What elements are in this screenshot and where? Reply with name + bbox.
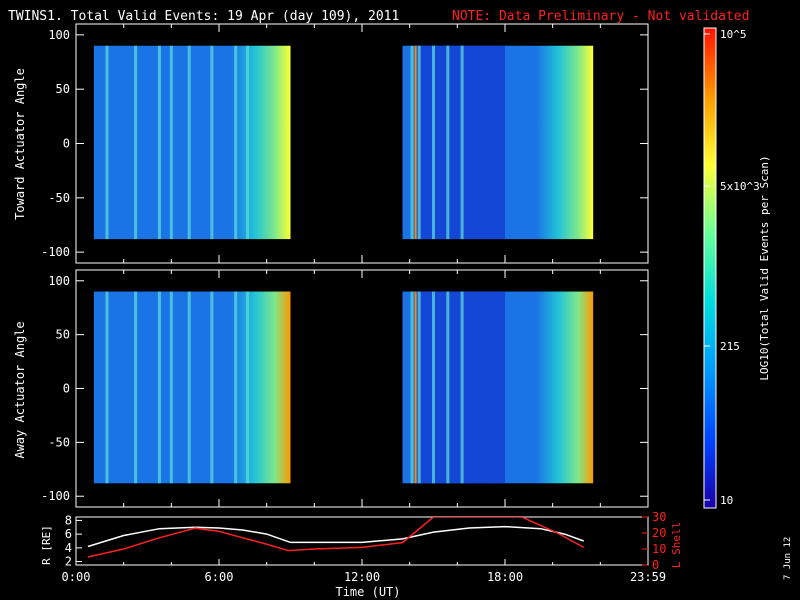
y2-tick-label: 20 [652, 526, 666, 540]
heatmap-streak [210, 291, 214, 484]
y-tick-label: 0 [63, 137, 70, 151]
colorbar-gradient [703, 27, 717, 509]
x-axis-label: Time (UT) [335, 585, 400, 599]
heatmap-streak [446, 45, 450, 240]
x-tick-label: 12:00 [344, 570, 380, 584]
y2-tick-label: 10 [652, 542, 666, 556]
figure-title: TWINS1. Total Valid Events: 19 Apr (day … [8, 9, 399, 24]
heatmap-streak [432, 45, 435, 240]
x-tick-label: 18:00 [487, 570, 523, 584]
colorbar: 10^5 5x10^3 215 10 [703, 27, 760, 509]
x-tick-label: 0:00 [62, 570, 91, 584]
panel-frame [75, 516, 649, 566]
y-tick-label: -50 [48, 191, 70, 205]
colorbar-tick-label: 5x10^3 [720, 180, 760, 193]
away-ylabel: Away Actuator Angle [13, 321, 27, 458]
heatmap-streak [446, 291, 450, 484]
heatmap-streak [410, 45, 414, 240]
heatmap-dark-region [414, 45, 505, 240]
y-tick-label: 100 [48, 28, 70, 42]
heatmap-streak [210, 45, 214, 240]
y-tick-label: 50 [56, 82, 70, 96]
heatmap-streak [410, 291, 414, 484]
heatmap-streak [246, 291, 250, 484]
heatmap-streak [246, 45, 250, 240]
validation-note: NOTE: Data Preliminary - Not validated [452, 9, 749, 24]
y-tick-label: -100 [41, 489, 70, 503]
heatmap-streak [105, 291, 109, 484]
y-tick-label: 0 [63, 382, 70, 396]
x-tick-label: 23:59 [630, 570, 666, 584]
x-tick-label: 6:00 [205, 570, 234, 584]
y-tick-label: -100 [41, 245, 70, 259]
heatmap-streak [432, 291, 435, 484]
y-tick-label: 4 [65, 541, 72, 555]
colorbar-tick-label: 215 [720, 340, 740, 353]
heatmap-streak [417, 291, 421, 484]
y-tick-label: 6 [65, 527, 72, 541]
heatmap-streak [234, 291, 238, 484]
heatmap-streak [134, 291, 138, 484]
y-tick-label: 50 [56, 328, 70, 342]
y-tick-label: 8 [65, 513, 72, 527]
heatmap-hot-line [414, 45, 417, 240]
heatmap-streak [417, 45, 421, 240]
heatmap-segment [93, 291, 291, 484]
heatmap-streak [169, 45, 173, 240]
heatmap-segment [93, 45, 291, 240]
y-tick-label: 100 [48, 274, 70, 288]
heatmap-streak [157, 45, 161, 240]
orbit-ylabel-lshell: L Shell [670, 522, 683, 568]
heatmap-streak [234, 45, 238, 240]
lshell-series-line [87, 517, 585, 558]
y-tick-label: 2 [65, 555, 72, 569]
y2-tick-label: 30 [652, 510, 666, 524]
date-stamp: 7 Jun 12 [783, 537, 793, 580]
toward-ylabel: Toward Actuator Angle [13, 68, 27, 220]
y2-tick-label: 0 [652, 558, 659, 572]
colorbar-tick-label: 10 [720, 494, 733, 507]
heatmap-streak [460, 45, 464, 240]
heatmap-hot-line [414, 291, 417, 484]
away-heatmap-panel: 100 50 0 -50 -100 [41, 269, 649, 508]
colorbar-tick-label: 10^5 [720, 28, 747, 41]
orbit-ylabel-r: R [RE] [40, 525, 53, 565]
heatmap-streak [157, 291, 161, 484]
y-tick-label: -50 [48, 435, 70, 449]
heatmap-streak [460, 291, 464, 484]
colorbar-label: LOG10(Total Valid Events per Scan) [758, 155, 771, 380]
heatmap-streak [169, 291, 173, 484]
heatmap-streak [134, 45, 138, 240]
toward-heatmap-panel: 100 50 0 -50 -100 [41, 23, 649, 264]
heatmap-dark-region [414, 291, 505, 484]
heatmap-streak [187, 45, 191, 240]
r-series-line [87, 525, 584, 548]
heatmap-streak [105, 45, 109, 240]
heatmap-streak [187, 291, 191, 484]
